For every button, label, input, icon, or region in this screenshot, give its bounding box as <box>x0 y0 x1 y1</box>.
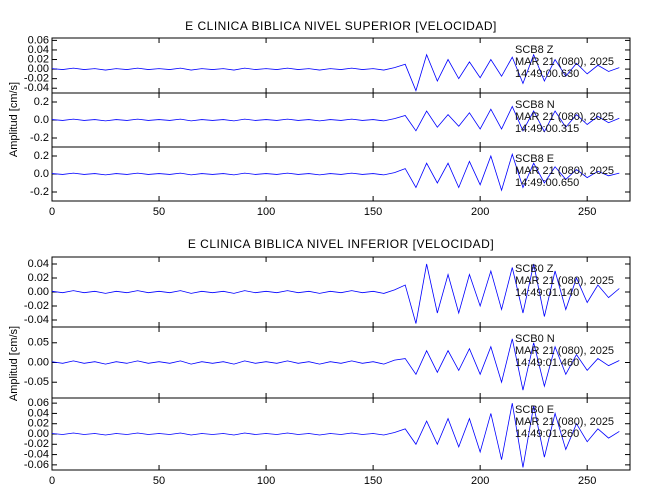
y-tick-label: 0.04 <box>28 407 49 419</box>
chart-title: E CLINICA BIBLICA NIVEL SUPERIOR [VELOCI… <box>185 19 497 33</box>
y-tick-label: -0.2 <box>30 132 49 144</box>
y-tick-label: 0.02 <box>28 53 49 65</box>
trace <box>51 152 620 192</box>
y-tick-label: 0.00 <box>28 286 49 298</box>
trace <box>51 105 620 133</box>
y-axis-label: Amplitud [cm/s] <box>8 326 20 401</box>
y-tick-label: 0.0 <box>34 114 49 126</box>
trace <box>51 403 620 468</box>
trace-annotation: 14:49:00.315 <box>515 123 579 135</box>
trace <box>51 338 620 391</box>
y-tick-label: 0.0 <box>34 168 49 180</box>
trace-annotation: 14:49:00.630 <box>515 68 579 80</box>
trace <box>51 263 620 324</box>
trace-annotation: 14:49:01.460 <box>515 357 579 369</box>
chart-title: E CLINICA BIBLICA NIVEL INFERIOR [VELOCI… <box>188 237 494 251</box>
trace-annotation: MAR 21 (080), 2025 <box>515 345 614 357</box>
y-tick-label: -0.04 <box>24 314 49 326</box>
y-axis-label: Amplitud [cm/s] <box>8 82 20 157</box>
y-tick-label: -0.05 <box>24 376 49 388</box>
x-tick-label: 100 <box>257 206 275 218</box>
y-tick-label: 0.00 <box>28 63 49 75</box>
trace-annotation: 14:49:00.650 <box>515 177 579 189</box>
y-tick-label: -0.2 <box>30 186 49 198</box>
trace-annotation: MAR 21 (080), 2025 <box>515 416 614 428</box>
x-tick-label: 0 <box>49 206 55 218</box>
trace <box>51 53 620 92</box>
x-tick-label: 100 <box>257 475 275 487</box>
y-tick-label: -0.04 <box>24 82 49 94</box>
y-tick-label: 0.04 <box>28 258 49 270</box>
y-tick-label: -0.04 <box>24 448 49 460</box>
x-tick-label: 50 <box>153 475 165 487</box>
y-tick-label: 0.00 <box>28 356 49 368</box>
y-tick-label: -0.06 <box>24 459 49 471</box>
trace-annotation: MAR 21 (080), 2025 <box>515 275 614 287</box>
y-tick-label: 0.2 <box>34 96 49 108</box>
trace-annotation: SCB0 Z <box>515 263 554 275</box>
x-tick-label: 150 <box>364 475 382 487</box>
y-tick-label: 0.2 <box>34 150 49 162</box>
x-tick-label: 250 <box>578 475 596 487</box>
trace-annotation: SCB8 N <box>515 99 555 111</box>
trace-annotation: MAR 21 (080), 2025 <box>515 165 614 177</box>
x-tick-label: 250 <box>578 206 596 218</box>
trace-annotation: SCB0 E <box>515 404 554 416</box>
y-tick-label: -0.02 <box>24 73 49 85</box>
trace-annotation: SCB8 E <box>515 153 554 165</box>
y-tick-label: 0.06 <box>28 34 49 46</box>
y-tick-label: 0.06 <box>28 397 49 409</box>
y-tick-label: -0.02 <box>24 438 49 450</box>
y-tick-label: 0.02 <box>28 418 49 430</box>
x-tick-label: 0 <box>49 475 55 487</box>
x-tick-label: 50 <box>153 206 165 218</box>
x-tick-label: 150 <box>364 206 382 218</box>
trace-annotation: 14:49:01.260 <box>515 428 579 440</box>
x-tick-label: 200 <box>471 206 489 218</box>
y-tick-label: 0.02 <box>28 272 49 284</box>
y-tick-label: 0.05 <box>28 337 49 349</box>
x-tick-label: 200 <box>471 475 489 487</box>
y-tick-label: -0.02 <box>24 300 49 312</box>
y-tick-label: 0.04 <box>28 44 49 56</box>
trace-annotation: SCB0 N <box>515 333 555 345</box>
y-tick-label: 0.00 <box>28 428 49 440</box>
trace-annotation: SCB8 Z <box>515 44 554 56</box>
trace-annotation: MAR 21 (080), 2025 <box>515 111 614 123</box>
trace-annotation: MAR 21 (080), 2025 <box>515 56 614 68</box>
trace-annotation: 14:49:01.140 <box>515 287 579 299</box>
